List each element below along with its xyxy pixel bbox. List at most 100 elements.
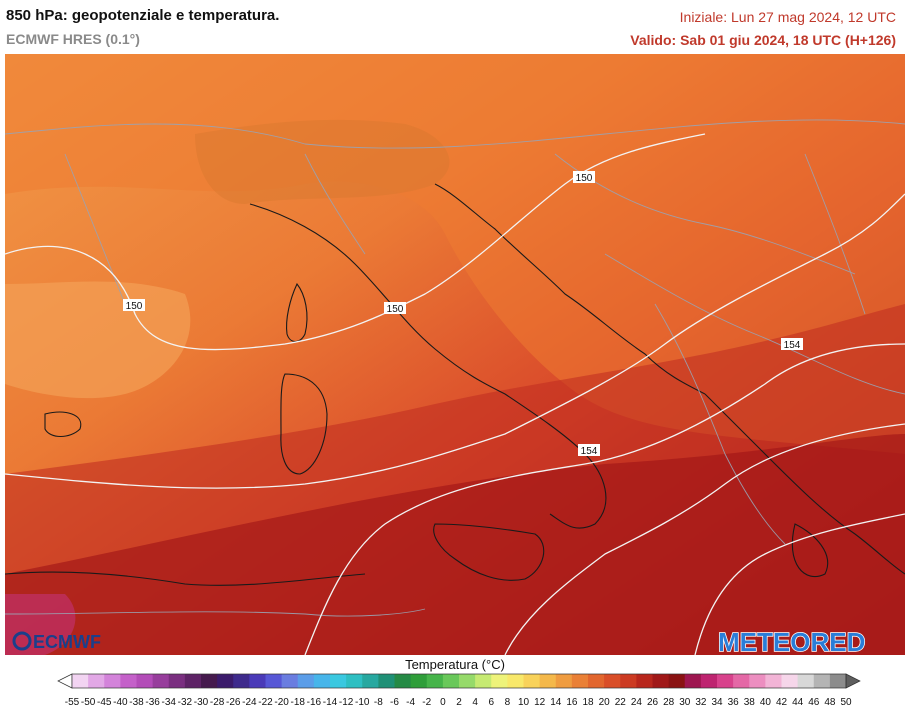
legend-color-cell xyxy=(717,674,734,688)
legend-color-cell xyxy=(249,674,266,688)
legend-tick-label: -4 xyxy=(406,697,416,708)
legend-color-cell xyxy=(168,674,186,688)
legend-tick-label: 34 xyxy=(711,697,723,708)
legend-tick-label: 6 xyxy=(488,697,495,708)
legend-color-cell xyxy=(330,674,347,688)
legend-tick-label: 0 xyxy=(440,697,446,708)
legend-tick-label: 42 xyxy=(775,697,788,708)
legend-tick-label: 46 xyxy=(808,697,820,708)
legend-tick-label: -10 xyxy=(355,697,370,708)
legend-color-cell xyxy=(459,674,476,688)
legend-tick-label: -24 xyxy=(242,697,257,708)
legend-color-cell xyxy=(184,674,202,688)
legend-tick-label: -12 xyxy=(338,697,354,708)
legend-color-cell xyxy=(668,674,686,688)
legend-color-cell xyxy=(217,674,234,688)
contour-label-5: 154 xyxy=(578,444,600,457)
warm-region xyxy=(5,54,905,454)
legend-tick-label: -40 xyxy=(113,697,128,708)
legend-tick-label: 26 xyxy=(646,697,659,708)
legend-tick-label: 50 xyxy=(840,697,852,708)
legend-color-cell xyxy=(104,674,121,688)
legend-tick-label: 28 xyxy=(663,697,675,708)
legend-color-cell xyxy=(297,674,315,688)
legend-color-cell xyxy=(507,674,524,688)
valid-time: Valido: Sab 01 giu 2024, 18 UTC (H+126) xyxy=(630,32,896,48)
legend-tick-label: 38 xyxy=(743,697,755,708)
legend-title: Temperatura (°C) xyxy=(405,657,505,672)
legend-tick-label: -22 xyxy=(258,697,273,708)
svg-text:150: 150 xyxy=(387,304,404,315)
legend-tick-label: -30 xyxy=(193,697,209,708)
contour-label-1: 150 xyxy=(573,171,595,184)
contour-labels: 150 150 150 154 154 xyxy=(123,171,803,457)
svg-text:150: 150 xyxy=(576,173,593,184)
borders xyxy=(5,119,905,617)
legend-color-cell xyxy=(749,674,766,688)
legend-tick-label: 22 xyxy=(614,697,626,708)
legend-tick-label: 30 xyxy=(679,697,691,708)
legend-tick-label: -2 xyxy=(422,697,432,708)
legend-tick-label: 36 xyxy=(727,697,739,708)
legend-tick-label: 10 xyxy=(517,697,530,708)
svg-text:154: 154 xyxy=(784,340,801,351)
legend-tick-label: 32 xyxy=(695,697,707,708)
legend-tick-label: -18 xyxy=(290,697,305,708)
legend-tick-label: 14 xyxy=(550,697,562,708)
legend-tick-label: -38 xyxy=(129,697,144,708)
legend-tick-label: -32 xyxy=(177,697,193,708)
legend-color-cell xyxy=(555,674,573,688)
legend-under-triangle xyxy=(57,673,73,689)
init-time: Iniziale: Lun 27 mag 2024, 12 UTC xyxy=(679,9,896,25)
legend-tick-label: -20 xyxy=(274,697,289,708)
legend-tick-label: -16 xyxy=(306,697,322,708)
contour-label-3: 150 xyxy=(384,302,406,315)
legend-color-cell xyxy=(588,674,605,688)
legend-tick-label: 40 xyxy=(759,697,771,708)
legend-color-cell xyxy=(797,674,815,688)
weather-map[interactable]: 150 150 150 154 154 ECMWF METEORED xyxy=(5,54,905,655)
legend-color-cell xyxy=(475,674,492,688)
legend-color-cell xyxy=(700,674,718,688)
legend-color-cell xyxy=(362,674,379,688)
temperature-legend xyxy=(57,673,861,694)
legend-color-cell xyxy=(152,674,170,688)
legend-tick-label: -55 xyxy=(64,697,80,708)
legend-color-cell xyxy=(765,674,782,688)
legend-color-cell xyxy=(829,674,847,688)
legend-color-cell xyxy=(491,674,508,688)
legend-color-cell xyxy=(281,674,299,688)
legend-tick-label: -34 xyxy=(161,697,176,708)
hottest-region xyxy=(5,434,905,655)
legend-color-cell xyxy=(813,674,831,688)
legend-color-cell xyxy=(72,674,89,688)
legend-color-cell xyxy=(410,674,428,688)
legend-color-cell xyxy=(136,674,154,688)
legend-color-cell xyxy=(378,674,395,688)
map-title: 850 hPa: geopotenziale e temperatura. xyxy=(6,7,280,24)
coastlines xyxy=(5,183,905,586)
legend-over-triangle xyxy=(845,673,861,689)
legend-ticks: -55 -50 -45 -40 -38 -36 -34 -32 -30 -28 -26 -24 -22-… xyxy=(0,697,910,711)
legend-color-cell xyxy=(571,674,589,688)
legend-color-cell xyxy=(442,674,460,688)
legend-tick-label: -45 xyxy=(97,697,112,708)
map-canvas: 150 150 150 154 154 ECMWF METEORED xyxy=(5,54,905,655)
legend-tick-label: 48 xyxy=(824,697,836,708)
legend-color-cell xyxy=(604,674,621,688)
legend-tick-label: -50 xyxy=(80,697,96,708)
legend-color-cell xyxy=(233,674,250,688)
legend-color-cell xyxy=(346,674,363,688)
legend-tick-label: -6 xyxy=(390,697,399,708)
contour-label-4: 154 xyxy=(781,338,803,351)
legend-tick-label: 8 xyxy=(504,697,511,708)
legend-tick-label: -26 xyxy=(226,697,241,708)
svg-text:ECMWF: ECMWF xyxy=(33,632,101,652)
legend-border xyxy=(71,673,847,689)
legend-color-cell xyxy=(394,674,412,688)
legend-tick-label: 20 xyxy=(598,697,610,708)
legend-color-cell xyxy=(684,674,702,688)
legend-color-cell xyxy=(201,674,218,688)
legend-color-cell xyxy=(523,674,541,688)
legend-color-cell xyxy=(636,674,653,688)
